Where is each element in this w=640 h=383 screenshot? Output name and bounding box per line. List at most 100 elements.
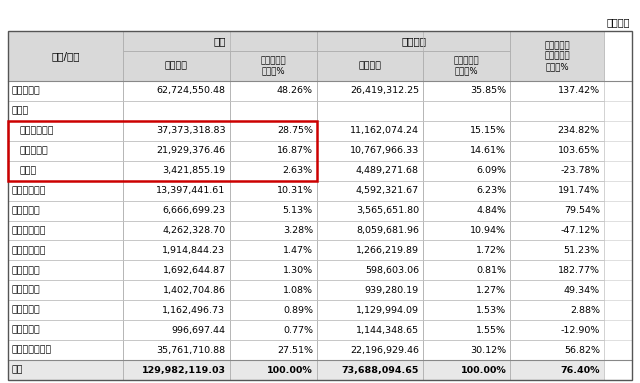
Bar — [510, 81, 604, 101]
Bar — [317, 340, 423, 360]
Bar — [8, 260, 124, 280]
Text: 21,929,376.46: 21,929,376.46 — [156, 146, 225, 155]
Text: 1,914,844.23: 1,914,844.23 — [163, 246, 225, 255]
Text: 0.81%: 0.81% — [476, 266, 506, 275]
Bar — [510, 181, 604, 201]
Text: 1,692,644.87: 1,692,644.87 — [163, 266, 225, 275]
Text: 6,666,699.23: 6,666,699.23 — [163, 206, 225, 215]
Bar — [124, 221, 230, 241]
Bar — [230, 221, 317, 241]
Text: 本期与上年
同期金额变
动比例%: 本期与上年 同期金额变 动比例% — [544, 41, 570, 71]
Text: 3,565,651.80: 3,565,651.80 — [356, 206, 419, 215]
Text: 1.53%: 1.53% — [476, 306, 506, 315]
Bar — [423, 360, 510, 380]
Bar — [510, 141, 604, 161]
Text: -23.78%: -23.78% — [561, 166, 600, 175]
Bar — [317, 101, 423, 121]
Bar — [8, 81, 124, 101]
Bar — [124, 141, 230, 161]
Bar — [230, 141, 317, 161]
Text: 14.61%: 14.61% — [470, 146, 506, 155]
Text: 48.26%: 48.26% — [277, 87, 313, 95]
Text: 4,592,321.67: 4,592,321.67 — [356, 186, 419, 195]
Bar — [124, 81, 230, 101]
Text: 103.65%: 103.65% — [558, 146, 600, 155]
Bar — [317, 141, 423, 161]
Text: 13,397,441.61: 13,397,441.61 — [156, 186, 225, 195]
Text: 137.42%: 137.42% — [558, 87, 600, 95]
Bar — [8, 181, 124, 201]
Bar — [423, 141, 510, 161]
Bar — [230, 81, 317, 101]
Text: 枝实提取物: 枝实提取物 — [12, 266, 41, 275]
Bar — [317, 320, 423, 340]
Bar — [510, 101, 604, 121]
Text: 罗汉果提取物: 罗汉果提取物 — [20, 126, 54, 135]
Text: 35.85%: 35.85% — [470, 87, 506, 95]
Text: 1.55%: 1.55% — [476, 326, 506, 335]
Bar — [230, 181, 317, 201]
Bar — [423, 81, 510, 101]
Bar — [423, 340, 510, 360]
Text: 79.54%: 79.54% — [564, 206, 600, 215]
Bar — [8, 31, 124, 81]
Text: -47.12%: -47.12% — [561, 226, 600, 235]
Text: 甜茶提取物: 甜茶提取物 — [20, 146, 49, 155]
Bar — [510, 260, 604, 280]
Bar — [8, 320, 124, 340]
Text: 10.31%: 10.31% — [276, 186, 313, 195]
Text: 0.89%: 0.89% — [283, 306, 313, 315]
Bar — [124, 101, 230, 121]
Bar — [8, 360, 124, 380]
Text: 182.77%: 182.77% — [558, 266, 600, 275]
Bar — [317, 161, 423, 181]
Text: 其他植物提取物: 其他植物提取物 — [12, 345, 52, 355]
Text: 1,162,496.73: 1,162,496.73 — [163, 306, 225, 315]
Bar — [423, 51, 510, 81]
Text: 占营业收入
的比重%: 占营业收入 的比重% — [454, 56, 479, 76]
Bar — [230, 241, 317, 260]
Text: 1.27%: 1.27% — [476, 286, 506, 295]
Text: 6.23%: 6.23% — [476, 186, 506, 195]
Text: 0.77%: 0.77% — [283, 326, 313, 335]
Text: 35,761,710.88: 35,761,710.88 — [156, 345, 225, 355]
Bar — [8, 221, 124, 241]
Bar — [124, 31, 317, 51]
Bar — [510, 320, 604, 340]
Text: 191.74%: 191.74% — [558, 186, 600, 195]
Bar — [423, 300, 510, 320]
Bar — [124, 340, 230, 360]
Bar — [317, 181, 423, 201]
Text: 939,280.19: 939,280.19 — [365, 286, 419, 295]
Text: 虎杖提取物: 虎杖提取物 — [12, 206, 41, 215]
Bar — [423, 280, 510, 300]
Text: 5.13%: 5.13% — [283, 206, 313, 215]
Bar — [510, 340, 604, 360]
Text: 牛至提取物: 牛至提取物 — [12, 286, 41, 295]
Bar — [230, 300, 317, 320]
Bar — [317, 221, 423, 241]
Text: 27.51%: 27.51% — [277, 345, 313, 355]
Bar — [423, 320, 510, 340]
Bar — [230, 360, 317, 380]
Bar — [510, 241, 604, 260]
Bar — [317, 31, 510, 51]
Text: 1.72%: 1.72% — [476, 246, 506, 255]
Bar — [124, 241, 230, 260]
Bar — [230, 121, 317, 141]
Text: 其中：: 其中： — [12, 106, 29, 115]
Bar — [230, 101, 317, 121]
Bar — [8, 121, 124, 141]
Bar — [230, 320, 317, 340]
Text: 类别/项目: 类别/项目 — [51, 51, 80, 61]
Bar — [317, 201, 423, 221]
Text: 上年同期: 上年同期 — [401, 36, 426, 46]
Bar — [230, 280, 317, 300]
Bar — [317, 360, 423, 380]
Bar — [230, 51, 317, 81]
Text: 8,059,681.96: 8,059,681.96 — [356, 226, 419, 235]
Bar — [230, 260, 317, 280]
Bar — [8, 241, 124, 260]
Bar — [8, 340, 124, 360]
Bar — [8, 101, 124, 121]
